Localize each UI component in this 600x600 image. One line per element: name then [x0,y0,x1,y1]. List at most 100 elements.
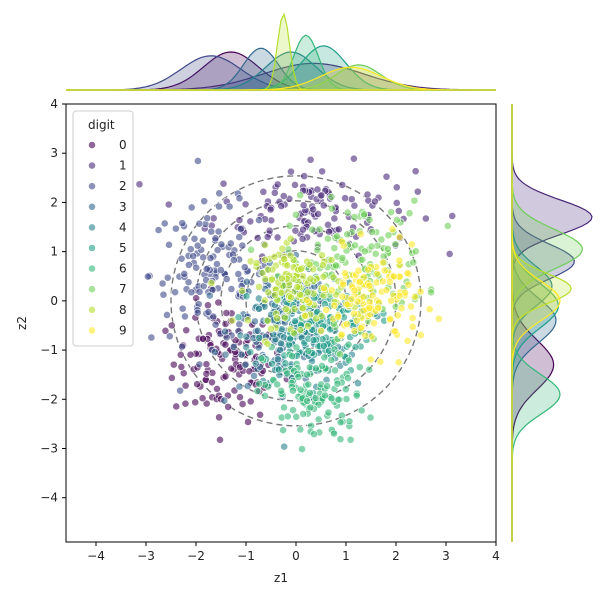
data-point [350,213,359,221]
data-point [204,308,213,316]
data-point [221,327,230,336]
data-point [356,230,365,238]
data-point [267,324,275,333]
legend-label: 5 [119,241,127,255]
legend: digit 0 1 2 3 4 5 6 7 8 9 [72,110,134,347]
data-point [202,360,211,369]
data-point [314,415,323,424]
data-point [186,245,195,254]
legend-marker [88,223,96,232]
data-point [215,189,224,198]
legend-label: 9 [119,323,127,337]
data-point [299,225,307,234]
data-point [330,301,339,310]
data-point [267,275,276,284]
y-tick-label: 0 [50,294,58,308]
data-point [246,217,255,226]
data-point [207,279,216,287]
data-point [178,304,187,313]
legend-label: 0 [119,138,127,152]
legend-title: digit [88,118,115,132]
data-point [336,418,345,427]
data-point [171,288,180,297]
data-point [350,154,358,163]
data-point [355,277,364,286]
data-point [376,357,385,366]
data-point [328,204,336,213]
data-point [250,371,258,380]
data-point [300,172,309,181]
data-point [256,410,264,419]
data-point [410,196,419,205]
data-point [221,340,230,349]
data-point [389,272,398,281]
data-point [167,374,176,382]
data-point [177,363,186,371]
legend-marker [88,141,96,149]
data-point [379,258,387,267]
data-point [288,352,297,361]
data-point [222,309,231,317]
data-point [445,249,454,258]
data-point [392,199,401,207]
x-tick-label: 1 [342,549,350,563]
data-point [337,330,346,339]
data-point [299,410,308,418]
data-point [264,288,273,297]
data-point [241,360,250,369]
legend-marker [88,244,96,252]
data-point [263,316,272,325]
data-point [200,197,209,206]
data-point [259,187,268,196]
data-point [306,403,315,412]
data-point [319,201,328,210]
data-point [338,292,347,301]
data-point [193,241,202,250]
data-point [261,255,269,264]
legend-marker [88,202,96,211]
data-point [216,435,224,444]
data-point [171,224,180,233]
data-point [237,350,246,359]
data-point [209,312,218,321]
data-point [235,233,244,241]
x-tick-label: 3 [442,549,450,563]
data-point [409,258,418,267]
data-point [286,334,295,343]
data-point [213,246,222,254]
data-point [395,233,404,241]
data-point [214,227,223,236]
data-point [209,214,218,223]
data-point [266,205,275,214]
data-point [301,311,309,320]
x-axis-ticks: −4 −3 −2 −1 0 1 2 3 4 [87,542,500,563]
data-point [318,261,327,270]
data-point [378,277,387,286]
data-point [434,314,443,323]
x-tick-label: −3 [137,549,155,563]
legend-marker [88,285,96,294]
data-point [280,313,289,322]
data-point [317,191,326,200]
data-point [318,251,326,260]
data-point [355,363,364,372]
data-point [359,306,368,315]
data-point [215,202,223,211]
data-point [286,251,295,260]
data-point [176,386,185,395]
data-point [305,260,314,269]
data-point [285,221,294,230]
data-point [387,296,395,305]
data-point [319,272,328,281]
data-point [163,273,172,282]
data-point [314,210,322,218]
data-point [377,235,386,244]
legend-label: 2 [119,179,127,193]
data-point [190,234,199,243]
data-point [251,317,259,326]
data-point [305,388,314,397]
legend-label: 7 [119,282,127,296]
data-point [384,244,392,253]
data-point [354,379,362,388]
data-point [296,290,304,299]
